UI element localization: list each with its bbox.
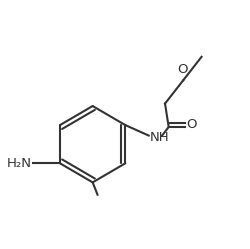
Text: NH: NH <box>150 131 169 144</box>
Text: O: O <box>186 118 197 131</box>
Text: O: O <box>177 63 187 76</box>
Text: H₂N: H₂N <box>7 157 32 170</box>
